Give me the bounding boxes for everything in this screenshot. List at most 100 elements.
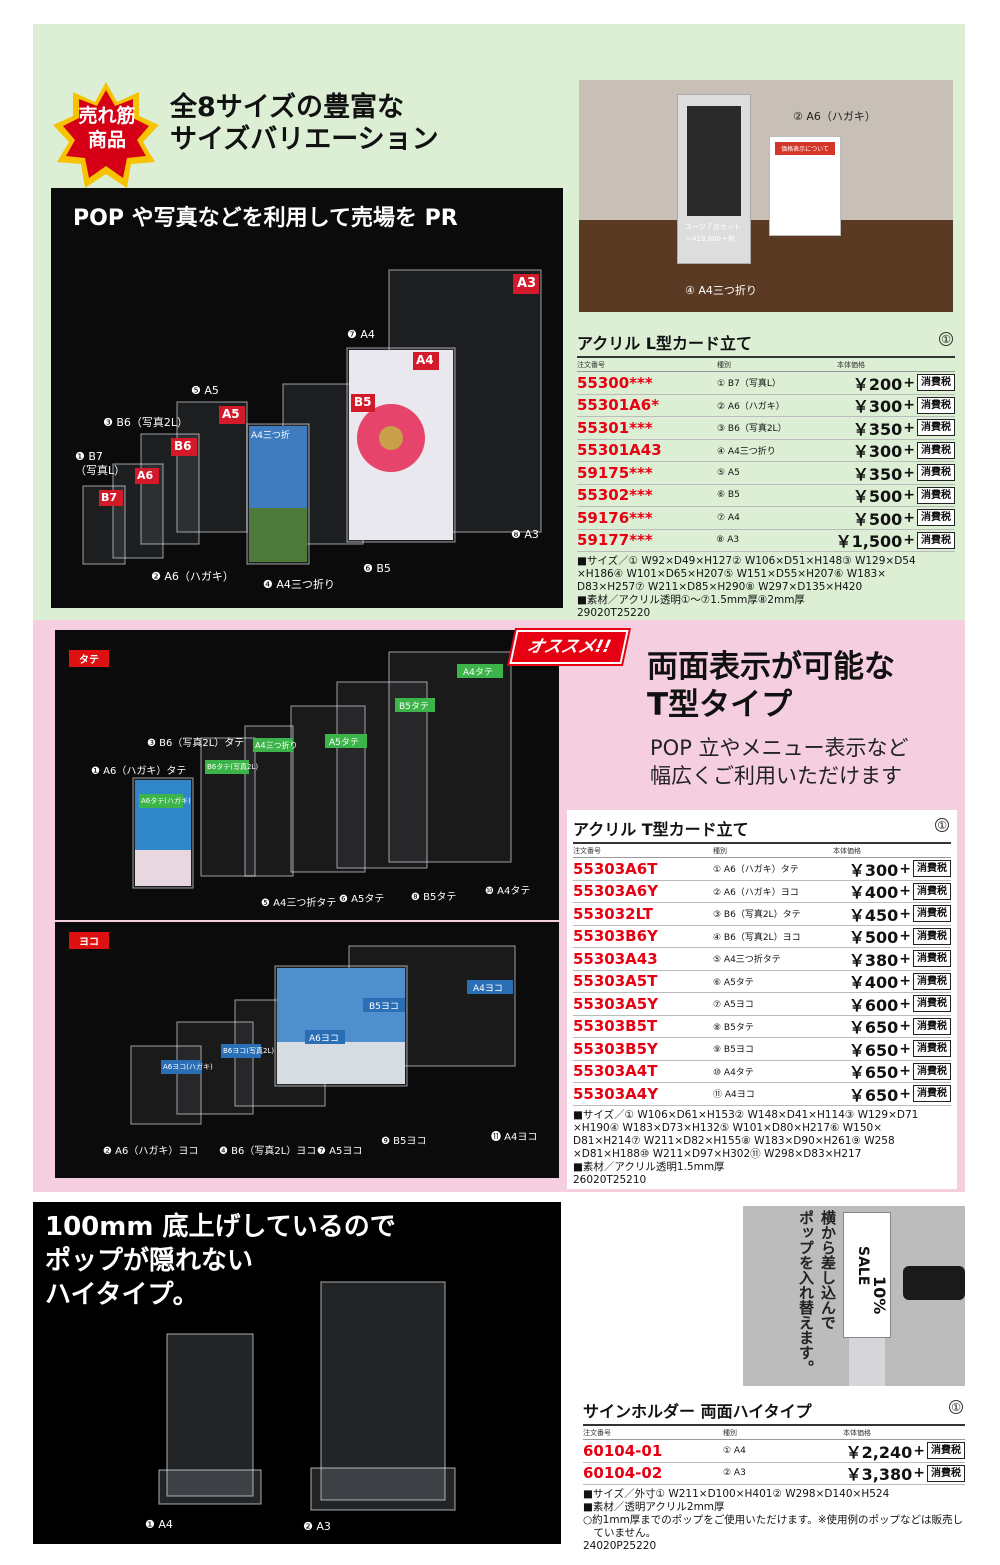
spec-line: 26020T25210 [573,1173,647,1186]
spec-line: ■サイズ／外寸① W211×D100×H401② W298×D140×H524 [583,1488,890,1500]
spec-line: D81×H214⑦ W211×D82×H155⑧ W183×D90×H261⑨ … [573,1134,895,1147]
plus-sign: + [903,374,915,391]
tax-badge: 消費税 [913,1085,951,1103]
callout-a4-sanmitsu: ❹ A4三つ折り [263,578,335,591]
price: ￥350 [852,419,903,439]
label-b6: B6 [174,439,192,453]
callout-b6: ❸ B6（写真2L） [103,416,189,429]
tag-tate: タテ [69,650,109,667]
badge-line-2: 商品 [87,129,126,151]
tax-badge: 消費税 [913,972,951,990]
section2-subline: POP 立やメニュー表示など 幅広くご利用いただけます [650,734,909,790]
headline-line-2: サイズバリエーション [170,124,439,156]
table-row: 60104-02 ② A3 ￥3,380 + 消費税 [583,1463,965,1485]
plus-sign: + [899,950,911,967]
t-type-yoko-illustration [130,945,516,1125]
plus-sign: + [903,442,915,459]
product-type: ③ B6（写真2L）タテ [713,910,801,921]
tax-badge: 消費税 [913,1062,951,1080]
callout-a4: ❶ A4 [145,1518,173,1531]
product-type: ⑦ A4 [717,512,740,523]
badge-line-1: 売れ筋 [78,105,136,127]
spec-notes: ■サイズ／① W106×D61×H153② W148×D41×H114③ W12… [573,1109,951,1187]
product-type: ⑩ A4タテ [713,1067,754,1078]
yoko-label-a6: A6ヨコ [309,1034,339,1044]
header-type: 種別 [713,847,727,855]
table-header: 注文番号 種別 本体価格 [573,844,951,858]
order-code: 553032LT [573,904,653,923]
header-order-no: 注文番号 [573,847,601,855]
high-type-price-table: サインホルダー 両面ハイタイプ ① 注文番号 種別 本体価格 60104-01 ①… [583,1398,965,1553]
product-type: ⑥ B5 [717,490,740,501]
callout-b7: ❶ B7 （写真L） [75,450,126,477]
tax-badge: 消費税 [913,927,951,945]
tax-badge: 消費税 [917,509,955,527]
table-row: 59176*** ⑦ A4 ￥500 + 消費税 [577,507,955,530]
tax-badge: 消費税 [913,1040,951,1058]
spec-line: 24020P25220 [583,1540,657,1552]
table-rows: 55303A6T ① A6（ハガキ）タテ ￥300 + 消費税 55303A6Y ② A6（… [573,858,951,1106]
tax-badge: 消費税 [917,419,955,437]
plus-sign: + [899,1085,911,1102]
table-row: 55303B5T ⑧ B5タテ ￥650 + 消費税 [573,1016,951,1038]
t-type-tate-illustration [132,651,512,889]
tax-badge: 消費税 [913,950,951,968]
header-order-no: 注文番号 [577,361,605,369]
tate-label-b6: B6タテ(写真2L) [207,763,259,771]
headline-line-1: 両面表示が可能な [647,649,895,685]
product-type: ② A6（ハガキ）ヨコ [713,887,799,898]
price: ￥400 [848,973,899,993]
spec-line: ■素材／アクリル透明1.5mm厚 [573,1160,725,1173]
inset-sign-line-1: スーツ７点セット [685,223,741,231]
price: ￥650 [848,1063,899,1083]
price: ￥200 [852,374,903,394]
table-title-text: アクリル L型カード立て [577,334,752,353]
table-row: 59175*** ⑤ A5 ￥350 + 消費税 [577,462,955,485]
callout-a3: ❷ A3 [303,1520,331,1533]
table-title-text: アクリル T型カード立て [573,820,749,839]
order-code: 55303A4T [573,1062,658,1081]
table-row: 55302*** ⑥ B5 ￥500 + 消費税 [577,485,955,507]
tag-yoko: ヨコ [69,932,109,949]
plus-sign: + [903,464,915,481]
inset-callout-a4: ④ A4三つ折り [685,284,757,297]
inset-text-line-2: ポップを入れ替えます。 [797,1210,815,1375]
photo-title: POP や写真などを利用して売場を PR [73,206,458,231]
tax-badge: 消費税 [913,905,951,923]
price: ￥650 [848,1040,899,1060]
inset-sign-percent: 10% [870,1276,889,1315]
product-type: ④ A4三つ折り [717,446,776,457]
order-code: 55303A4Y [573,1084,659,1103]
price: ￥400 [848,883,899,903]
tate-callout-a5: ❻ A5タテ [339,894,385,905]
table-rows: 55300*** ① B7（写真L） ￥200 + 消費税 55301A6* ② A6（ハガ… [577,372,955,552]
t-type-yoko-photo: ヨコ B5ヨコ A4ヨコ A6ヨコ B6ヨコ(写真2L) A6ヨコ(ハガキ) [55,922,559,1178]
spec-line: ■サイズ／① W106×D61×H153② W148×D41×H114③ W12… [573,1108,919,1121]
tate-callout-a4-sanmitsu: ❺ A4三つ折タテ [261,898,337,909]
high-type-stands-illustration [158,1281,456,1511]
section3-headline: 100mm 底上げしているので ポップが隠れない ハイタイプ。 [45,1210,396,1312]
table-row: 55303A4Y ⑪ A4ヨコ ￥650 + 消費税 [573,1083,951,1106]
headline-line-2: T型タイプ [647,687,793,723]
yoko-label-b6: B6ヨコ(写真2L) [223,1047,275,1055]
plus-sign: + [903,487,915,504]
tax-badge: 消費税 [917,486,955,504]
table-title: サインホルダー 両面ハイタイプ ① [583,1398,965,1426]
price: ￥2,240 [845,1442,913,1462]
header-price: 本体価格 [837,361,865,369]
plus-sign: + [899,905,911,922]
order-code: 55300*** [577,373,653,392]
price: ￥3,380 [845,1465,913,1485]
product-type: ① A6（ハガキ）タテ [713,865,799,876]
order-code: 55303B6Y [573,927,658,946]
order-code: 60104-01 [583,1441,663,1460]
section-t-type: タテ A4タテ B5タテ A5タテ A4三つ折り [33,620,965,1192]
tax-badge: 消費税 [917,441,955,459]
plus-sign: + [899,1040,911,1057]
table-circle-mark: ① [935,818,949,832]
price: ￥450 [848,905,899,925]
tax-badge: 消費税 [913,882,951,900]
tate-label-a4-sanmitsu: A4三つ折り [255,741,298,750]
best-seller-badge [53,82,159,188]
tate-label-a5: A5タテ [329,738,359,748]
